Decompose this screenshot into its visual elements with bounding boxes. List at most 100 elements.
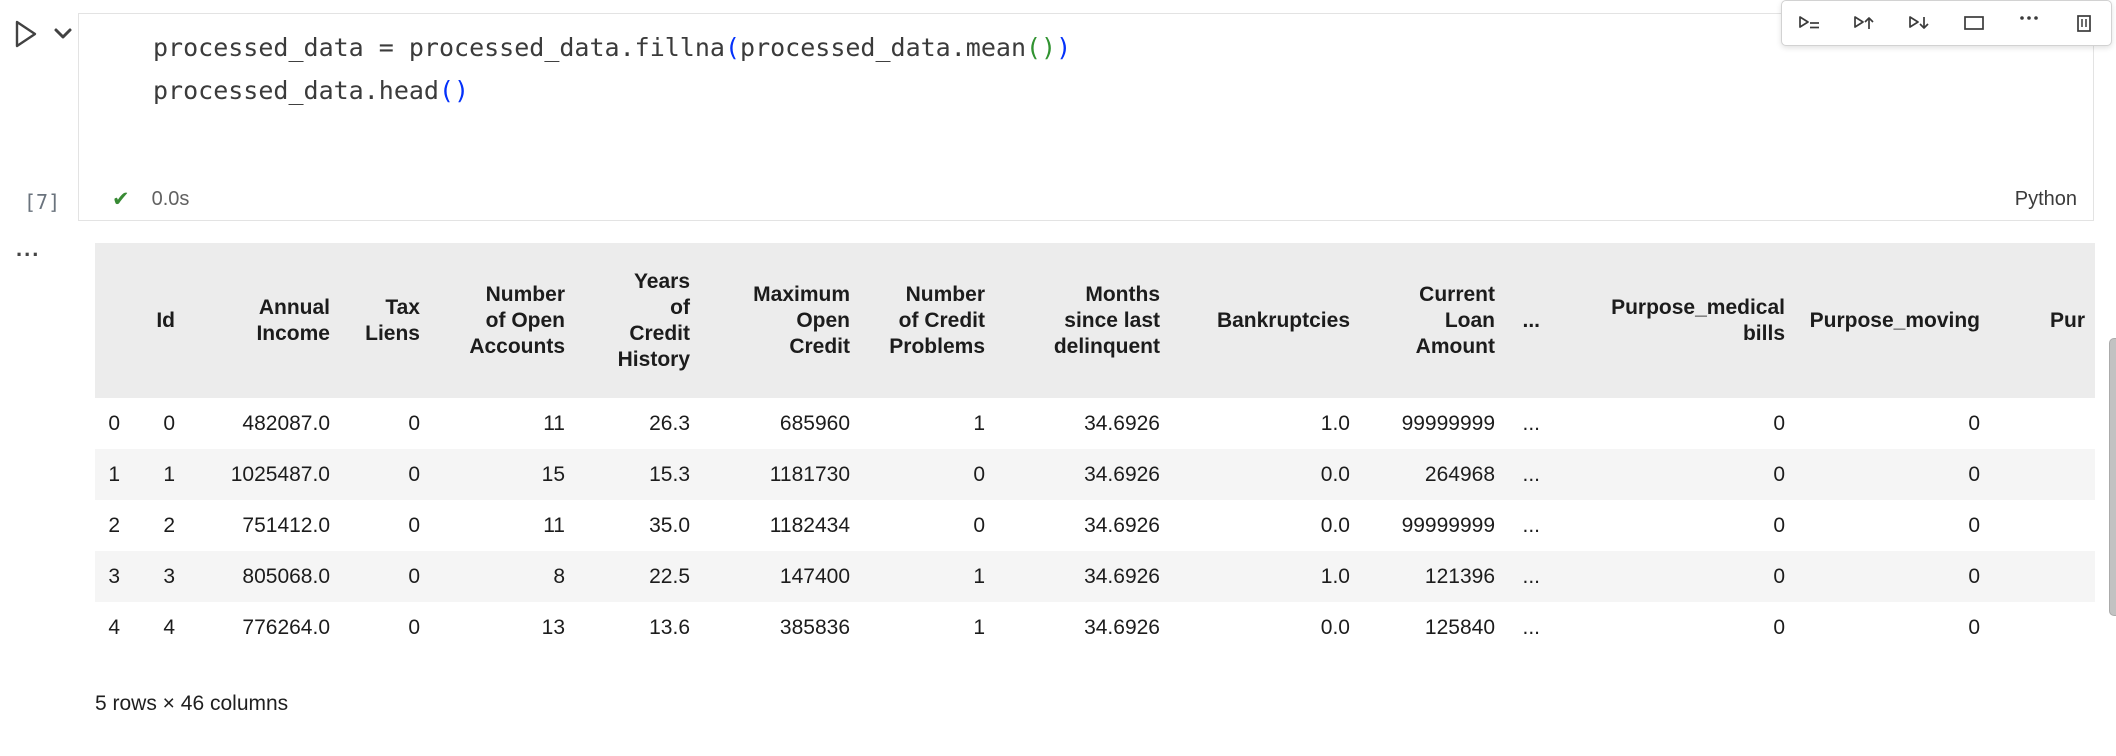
split-cell-icon[interactable] bbox=[1962, 11, 1986, 35]
table-cell: 3 bbox=[130, 551, 185, 602]
code-token: ( bbox=[724, 33, 741, 62]
code-cell-frame: processed_data = processed_data.fillna(p… bbox=[78, 0, 2112, 221]
code-token: () bbox=[438, 76, 470, 105]
code-editor[interactable]: processed_data = processed_data.fillna(p… bbox=[79, 26, 2093, 112]
table-cell: 3 bbox=[95, 551, 130, 602]
execution-duration: 0.0s bbox=[151, 187, 190, 210]
table-header-cell: Years of Credit History bbox=[575, 243, 700, 398]
table-cell: 0 bbox=[408, 615, 420, 639]
table-cell: 0 bbox=[1773, 513, 1785, 537]
table-cell bbox=[1990, 551, 2095, 602]
more-actions-icon[interactable] bbox=[2017, 11, 2041, 35]
table-row: 0 0 482087.0 0 11 26.3 685960 1 34.6926 1.0 999999… bbox=[95, 398, 2095, 449]
table-cell: 0.0 bbox=[1320, 513, 1350, 537]
table-cell: 4 bbox=[108, 615, 120, 639]
table-cell: 805068.0 bbox=[185, 551, 340, 602]
table-cell: 1 bbox=[973, 615, 985, 639]
table-cell: 8 bbox=[430, 551, 575, 602]
run-controls bbox=[10, 16, 74, 52]
code-token: processed_data.head bbox=[153, 76, 439, 105]
table-row: 4 4 776264.0 0 13 13.6 385836 1 34.6926 0.0 125840… bbox=[95, 602, 2095, 653]
table-header-row: Id Annual Income Tax Liens Number of Open A… bbox=[95, 243, 2095, 398]
table-cell: 0 bbox=[408, 513, 420, 537]
table-cell bbox=[1990, 602, 2095, 653]
table-cell: 13 bbox=[541, 615, 565, 639]
table-cell: 0 bbox=[340, 449, 430, 500]
cell-toolbar bbox=[1781, 0, 2112, 46]
table-cell: 1.0 bbox=[1320, 411, 1350, 435]
table-cell: 0 bbox=[1550, 449, 1795, 500]
table-cell: 34.6926 bbox=[1084, 513, 1160, 537]
table-cell: 0 bbox=[163, 411, 175, 435]
table-header-cell: Id bbox=[130, 243, 185, 398]
execute-below-icon[interactable] bbox=[1907, 11, 1931, 35]
table-cell: 1 bbox=[860, 551, 995, 602]
table-header-cell: Tax Liens bbox=[340, 243, 430, 398]
code-token: processed_data = processed_data.fillna bbox=[153, 33, 725, 62]
table-header-cell: Annual Income bbox=[185, 243, 340, 398]
dataframe-output: Id Annual Income Tax Liens Number of Open A… bbox=[95, 243, 2095, 655]
code-token: ) bbox=[1056, 33, 1072, 62]
table-cell: 751412.0 bbox=[242, 513, 330, 537]
table-header-cell: Current Loan Amount bbox=[1360, 243, 1505, 398]
table-cell: 1025487.0 bbox=[185, 449, 340, 500]
table-header-cell: Bankruptcies bbox=[1170, 243, 1360, 398]
table-cell: 26.3 bbox=[649, 411, 690, 435]
run-cell-icon[interactable] bbox=[10, 16, 44, 52]
table-cell: 99999999 bbox=[1401, 513, 1495, 537]
code-token: () bbox=[1026, 33, 1057, 62]
table-cell: 264968 bbox=[1360, 449, 1505, 500]
kernel-language-label[interactable]: Python bbox=[2014, 187, 2077, 210]
table-cell: 1 bbox=[973, 411, 985, 435]
table-cell: 121396 bbox=[1360, 551, 1505, 602]
table-cell: 0 bbox=[108, 411, 120, 435]
table-cell: 147400 bbox=[700, 551, 860, 602]
table-cell: 0 bbox=[973, 513, 985, 537]
cell-status-bar: ✔ 0.0s Python bbox=[79, 182, 2093, 216]
chevron-down-icon[interactable] bbox=[52, 16, 74, 52]
delete-cell-icon[interactable] bbox=[2072, 11, 2096, 35]
table-row: 1 1 1025487.0 0 15 15.3 1181730 0 34.6926 0.0 2649… bbox=[95, 449, 2095, 500]
table-cell: 0 bbox=[340, 551, 430, 602]
table-cell: 776264.0 bbox=[242, 615, 330, 639]
table-cell: ... bbox=[1522, 615, 1540, 639]
table-cell: 125840 bbox=[1424, 615, 1495, 639]
table-cell: 0.0 bbox=[1170, 449, 1360, 500]
table-cell: 0 bbox=[1795, 449, 1990, 500]
table-row: 2 2 751412.0 0 11 35.0 1182434 0 34.6926 0.0 99999… bbox=[95, 500, 2095, 551]
table-cell: 35.0 bbox=[649, 513, 690, 537]
output-options-icon[interactable]: ... bbox=[16, 236, 41, 261]
table-header-cell: Pur bbox=[1990, 243, 2095, 398]
table-cell: 34.6926 bbox=[995, 551, 1170, 602]
table-cell: 0.0 bbox=[1320, 615, 1350, 639]
table-cell: 34.6926 bbox=[1084, 615, 1160, 639]
table-cell: 34.6926 bbox=[1084, 411, 1160, 435]
table-header-cell: ... bbox=[1505, 243, 1550, 398]
table-cell: 482087.0 bbox=[242, 411, 330, 435]
execute-above-icon[interactable] bbox=[1852, 11, 1876, 35]
table-cell: 0 bbox=[408, 411, 420, 435]
table-header-cell: Number of Credit Problems bbox=[860, 243, 995, 398]
table-cell: ... bbox=[1505, 449, 1550, 500]
table-header-cell: Number of Open Accounts bbox=[430, 243, 575, 398]
table-header-cell: Months since last delinquent bbox=[995, 243, 1170, 398]
code-line: processed_data.head() bbox=[153, 69, 2093, 112]
run-by-line-icon[interactable] bbox=[1797, 11, 1821, 35]
table-cell: 0 bbox=[1968, 411, 1980, 435]
table-cell: 0 bbox=[1773, 411, 1785, 435]
table-cell: 15 bbox=[430, 449, 575, 500]
table-cell: 0 bbox=[1968, 513, 1980, 537]
table-cell: 0 bbox=[1968, 615, 1980, 639]
table-cell: 13.6 bbox=[649, 615, 690, 639]
code-token: processed_data.mean bbox=[740, 33, 1026, 62]
table-cell: 1 bbox=[95, 449, 130, 500]
vertical-scrollbar-thumb[interactable] bbox=[2109, 338, 2116, 616]
success-check-icon: ✔ bbox=[112, 187, 130, 211]
table-cell: ... bbox=[1522, 513, 1540, 537]
table-cell bbox=[1990, 398, 2095, 449]
table-cell: 0 bbox=[1795, 551, 1990, 602]
table-cell: 1 bbox=[130, 449, 185, 500]
table-cell bbox=[1990, 500, 2095, 551]
table-header-cell bbox=[95, 243, 130, 398]
